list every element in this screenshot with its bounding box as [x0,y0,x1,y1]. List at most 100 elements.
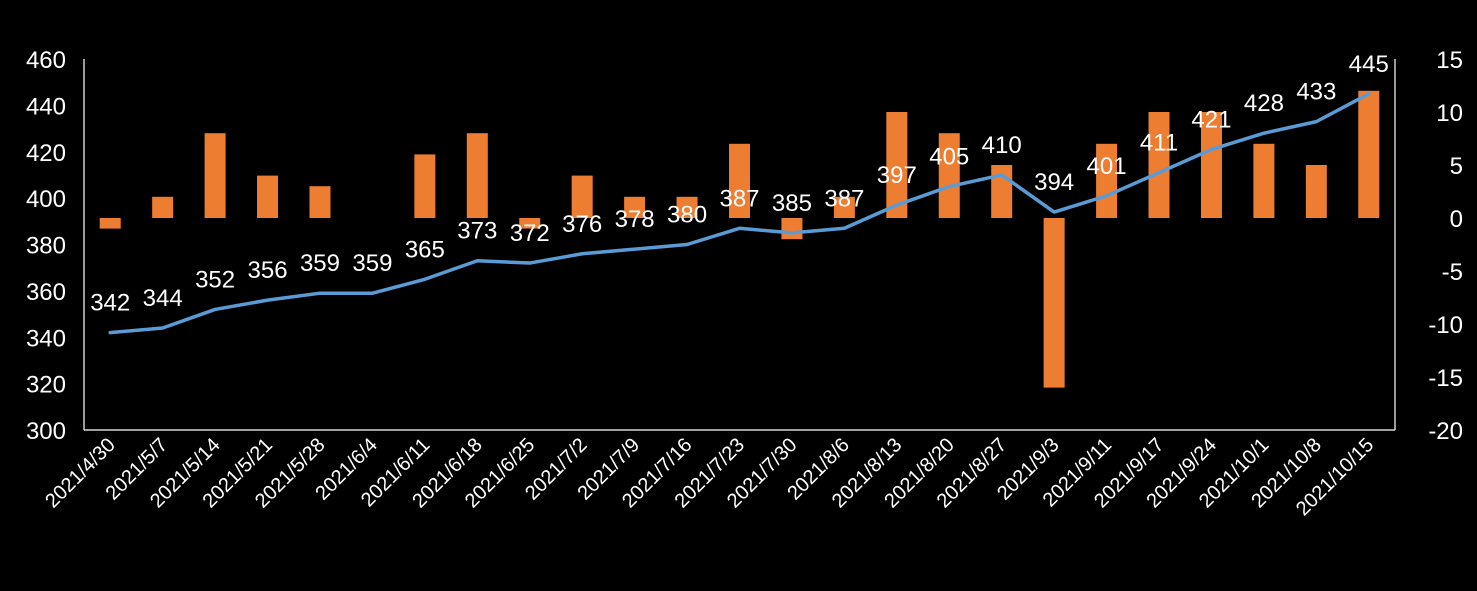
left-axis-ticks: 300 320 340 360 380 400 420 440 460 [26,47,66,445]
bar [781,218,803,240]
line-point [685,243,689,246]
line-point [1314,120,1318,124]
bar [466,133,488,218]
bar [99,218,121,229]
line-point [842,226,846,230]
right-tick-label: -10 [1428,312,1463,339]
bar [991,165,1013,218]
line-data-label: 378 [615,206,655,233]
line-point [528,261,532,265]
right-tick-label: 10 [1436,100,1463,127]
bar [519,218,541,229]
bar [1096,143,1118,218]
right-tick-label: -20 [1428,418,1463,445]
line-series [108,92,1371,335]
line-point [633,247,637,251]
bar [676,196,698,218]
line-data-label: 376 [562,211,602,238]
bar [729,143,750,218]
left-tick-label: 420 [26,140,66,167]
right-tick-label: -5 [1442,259,1463,286]
line-point [1105,194,1109,198]
x-tick-label: 2021/4/30 [41,434,119,512]
line-point [1052,210,1056,214]
bar [571,175,593,218]
bar [1200,112,1222,218]
bar [886,112,908,218]
right-axis-ticks: -20 -15 -10 -5 0 5 10 15 [1428,47,1463,445]
bar [1043,218,1065,388]
line-point [895,203,899,207]
line-data-label: 359 [300,250,340,277]
axes [83,59,1396,431]
bar [1358,90,1380,218]
line-data-label: 344 [143,285,183,312]
line-point [475,259,479,263]
line-point [1000,173,1004,177]
line-point [213,307,217,311]
left-tick-label: 300 [26,418,66,445]
bar-series [99,90,1380,388]
line-data-label: 385 [772,190,812,217]
left-tick-label: 440 [26,93,66,120]
right-tick-label: 0 [1450,206,1463,233]
line-point [423,277,427,281]
line-data-label: 410 [982,132,1022,159]
line-point [1157,171,1161,175]
line-data-label: 421 [1191,106,1231,133]
line-data-label: 342 [90,290,130,317]
left-tick-label: 360 [26,279,66,306]
line-data-label: 356 [248,257,288,284]
bar [1305,165,1327,218]
line-point [108,331,112,335]
bar [309,186,331,218]
line-data-label: 352 [195,266,235,293]
bar [938,133,960,218]
x-axis-ticks: 2021/4/302021/5/72021/5/142021/5/212021/… [41,434,1378,520]
line-data-label: 433 [1296,79,1336,106]
line-data-label: 365 [405,236,445,263]
bar [204,133,226,218]
line-data-label: 428 [1244,90,1284,117]
bar [833,196,855,218]
data-labels: 342 344 352 356 359 359 365 373 372 376 378 380 387 3… [90,51,1389,317]
line-data-label: 397 [877,162,917,189]
line-data-label: 372 [510,220,550,247]
line-data-label: 394 [1034,169,1074,196]
bar [1148,112,1170,218]
line-point [370,291,374,295]
line-point [947,185,951,189]
line-data-label: 411 [1140,130,1178,157]
line-point [1262,131,1266,135]
left-tick-label: 400 [26,186,66,213]
line-data-label: 401 [1087,153,1127,180]
left-tick-label: 380 [26,233,66,260]
line-data-label: 405 [929,144,969,171]
line-point [1367,92,1371,96]
line-point [1209,147,1213,151]
line-point [161,326,165,330]
left-tick-label: 460 [26,47,66,74]
right-tick-label: -15 [1428,365,1463,392]
line-point [318,291,322,295]
left-tick-label: 320 [26,372,66,399]
line-data-label: 359 [352,250,392,277]
bar [257,175,279,218]
line-point [790,231,794,235]
line-point [738,226,741,230]
right-tick-label: 5 [1450,153,1463,180]
line-data-label: 387 [719,185,759,212]
line-data-label: 373 [457,218,497,245]
bar [624,196,646,218]
bar [1253,143,1275,218]
bar [414,154,436,218]
line-data-label: 445 [1349,51,1389,78]
line-point [580,252,584,256]
line-data-label: 380 [667,202,707,229]
right-tick-label: 15 [1436,47,1463,74]
bar [152,196,174,218]
left-tick-label: 340 [26,325,66,352]
line-point [266,298,270,302]
line-data-label: 387 [824,185,864,212]
